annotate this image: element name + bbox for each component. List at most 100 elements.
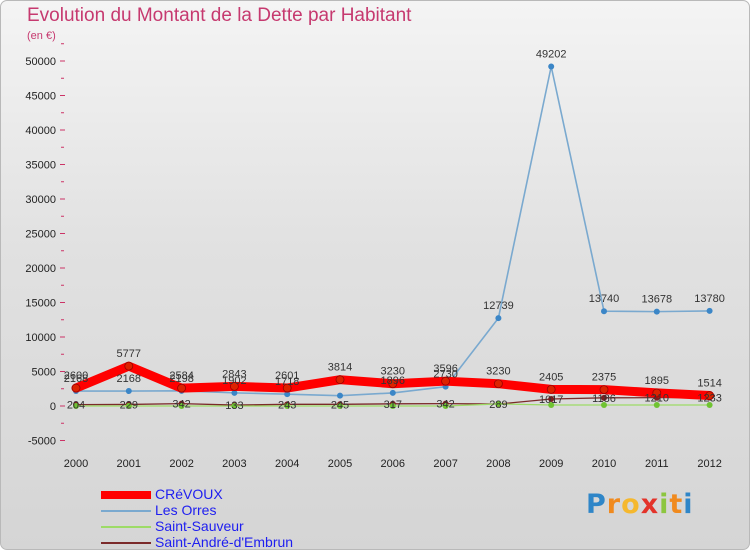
y-tick-label: 5000: [32, 367, 56, 379]
data-label: 204: [67, 400, 85, 412]
data-point: [231, 403, 238, 409]
data-point: [442, 403, 449, 409]
data-label: 13678: [642, 294, 673, 306]
legend-swatch: [101, 542, 151, 544]
data-point: [601, 401, 607, 408]
y-tick-label: 25000: [25, 229, 56, 241]
legend-label: CRéVOUX: [155, 486, 223, 502]
x-tick-label: 2004: [275, 458, 299, 470]
logo-letter: P: [586, 489, 607, 520]
logo-letter: r: [606, 489, 622, 520]
y-tick-label: 0: [50, 401, 56, 413]
data-point: [599, 385, 609, 395]
y-tick-label: 50000: [25, 56, 56, 68]
data-point: [495, 315, 502, 322]
data-label: 1186: [592, 393, 616, 405]
logo-letter: t: [669, 489, 684, 520]
data-point: [337, 392, 343, 399]
data-point: [178, 403, 185, 409]
data-label: 1233: [697, 392, 721, 404]
data-point: [388, 379, 398, 389]
data-label: 2843: [222, 368, 246, 380]
data-point: [601, 394, 607, 401]
data-label: 13740: [589, 293, 620, 305]
data-point: [495, 400, 502, 407]
data-point: [125, 388, 132, 395]
data-point: [652, 388, 662, 398]
data-label: 342: [436, 399, 454, 411]
logo-letter: i: [659, 489, 670, 520]
data-point: [548, 395, 555, 402]
y-tick-label: 20000: [25, 263, 56, 275]
data-label: 1017: [539, 394, 563, 406]
data-label: 1895: [645, 375, 669, 387]
data-label: 229: [120, 399, 138, 411]
data-label: 2405: [539, 371, 563, 383]
chart-subtitle: (en €): [27, 30, 56, 42]
y-tick-label: 35000: [25, 160, 56, 172]
data-label: 1902: [222, 375, 246, 387]
x-tick-label: 2010: [592, 458, 616, 470]
data-point: [653, 401, 660, 408]
legend-label: Saint-Sauveur: [155, 518, 244, 534]
data-point: [177, 383, 187, 393]
data-label: 3230: [486, 366, 510, 378]
data-label: 2168: [64, 373, 88, 385]
data-label: 245: [331, 399, 349, 411]
data-point: [548, 63, 555, 70]
data-point: [653, 308, 660, 315]
data-point: [125, 403, 132, 409]
legend-swatch: [101, 526, 151, 528]
data-point: [601, 308, 607, 315]
data-label: 1514: [697, 378, 721, 390]
data-point: [229, 381, 239, 391]
x-tick-label: 2001: [117, 458, 141, 470]
data-label: 2601: [275, 370, 299, 382]
data-point: [389, 389, 396, 396]
data-point: [73, 403, 79, 409]
logo-letter: x: [640, 489, 660, 520]
data-label: 3814: [328, 362, 352, 374]
data-label: 1718: [275, 376, 299, 388]
x-tick-label: 2003: [222, 458, 246, 470]
data-point: [71, 383, 81, 393]
x-tick-label: 2008: [486, 458, 510, 470]
data-point: [706, 401, 713, 408]
data-label: 317: [384, 399, 402, 411]
data-point: [284, 391, 291, 398]
proxiti-logo: Proxiti: [586, 489, 694, 520]
data-point: [546, 385, 556, 394]
x-tick-label: 2009: [539, 458, 563, 470]
data-label: 2198: [169, 373, 193, 385]
legend-label: Saint-André-d'Embrun: [155, 534, 294, 550]
legend-label: Les Orres: [155, 502, 217, 518]
y-tick-label: 30000: [25, 194, 56, 206]
data-point: [705, 391, 714, 400]
data-label: 13780: [694, 293, 725, 305]
x-tick-label: 2000: [64, 458, 88, 470]
y-tick-label: -5000: [28, 436, 56, 448]
x-tick-label: 2006: [381, 458, 405, 470]
data-label: 5777: [117, 348, 141, 360]
data-label: 49202: [536, 49, 567, 61]
legend-swatch: [101, 510, 151, 512]
data-point: [124, 361, 134, 371]
data-label: 3230: [381, 366, 405, 378]
data-label: 3596: [433, 363, 457, 375]
y-tick-label: 45000: [25, 91, 56, 103]
data-point: [335, 375, 345, 385]
logo-letter: o: [621, 489, 641, 520]
y-tick-label: 40000: [25, 125, 56, 137]
x-tick-label: 2012: [697, 458, 721, 470]
y-tick-label: 10000: [25, 332, 56, 344]
data-label: 2730: [433, 369, 457, 381]
data-label: 243: [278, 399, 296, 411]
data-label: 2168: [117, 373, 141, 385]
data-point: [548, 401, 555, 408]
data-label: 133: [225, 400, 243, 412]
data-point: [231, 389, 238, 396]
data-label: 1896: [381, 375, 405, 387]
data-point: [706, 307, 713, 314]
